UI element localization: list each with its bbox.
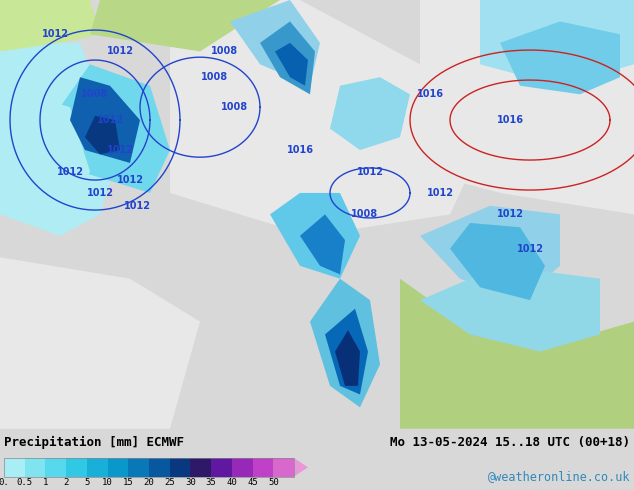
- Text: 1012: 1012: [117, 175, 143, 185]
- Polygon shape: [310, 279, 380, 407]
- Text: 1016: 1016: [496, 115, 524, 125]
- Text: @weatheronline.co.uk: @weatheronline.co.uk: [488, 469, 630, 483]
- Polygon shape: [60, 64, 170, 193]
- Bar: [46, 458, 66, 476]
- Text: 10: 10: [102, 478, 113, 487]
- Text: 1016: 1016: [287, 145, 313, 155]
- Text: 1012: 1012: [496, 209, 524, 220]
- Text: 30: 30: [185, 478, 196, 487]
- Text: 1012: 1012: [427, 188, 453, 198]
- Text: 1016: 1016: [417, 89, 444, 99]
- Text: 40: 40: [226, 478, 237, 487]
- Polygon shape: [230, 0, 320, 86]
- Bar: [25, 458, 46, 476]
- Polygon shape: [170, 0, 480, 236]
- Bar: [211, 458, 232, 476]
- Text: 1012: 1012: [124, 201, 150, 211]
- Polygon shape: [330, 77, 410, 150]
- Polygon shape: [0, 43, 120, 236]
- Text: 1008: 1008: [351, 209, 378, 220]
- Text: 15: 15: [123, 478, 134, 487]
- Polygon shape: [450, 223, 545, 300]
- Bar: [273, 458, 294, 476]
- Polygon shape: [300, 215, 345, 274]
- Text: 1008: 1008: [202, 72, 229, 82]
- Polygon shape: [325, 309, 368, 394]
- Text: 0.: 0.: [0, 478, 10, 487]
- Text: Mo 13-05-2024 15..18 UTC (00+18): Mo 13-05-2024 15..18 UTC (00+18): [390, 436, 630, 449]
- Polygon shape: [420, 266, 600, 352]
- Text: 0.5: 0.5: [16, 478, 33, 487]
- Polygon shape: [275, 43, 308, 86]
- Text: 1012: 1012: [517, 244, 543, 254]
- Text: 1012: 1012: [41, 29, 68, 39]
- Text: 1012: 1012: [107, 145, 134, 155]
- Text: 35: 35: [206, 478, 217, 487]
- Text: 1012: 1012: [56, 167, 84, 176]
- Text: 25: 25: [164, 478, 175, 487]
- Polygon shape: [270, 193, 360, 279]
- Text: 2: 2: [63, 478, 69, 487]
- Bar: [128, 458, 149, 476]
- Polygon shape: [294, 458, 308, 476]
- Text: 1012: 1012: [356, 167, 384, 176]
- Bar: [66, 458, 87, 476]
- Polygon shape: [480, 0, 634, 86]
- Polygon shape: [70, 77, 140, 163]
- Text: 45: 45: [247, 478, 258, 487]
- Text: Precipitation [mm] ECMWF: Precipitation [mm] ECMWF: [4, 436, 184, 449]
- Text: 1012: 1012: [96, 115, 124, 125]
- Text: 1008: 1008: [81, 89, 108, 99]
- Polygon shape: [420, 206, 560, 300]
- Text: 1008: 1008: [211, 47, 238, 56]
- Bar: [4, 458, 294, 476]
- Polygon shape: [90, 0, 280, 51]
- Text: 50: 50: [268, 478, 279, 487]
- Polygon shape: [400, 279, 634, 429]
- Text: 1012: 1012: [86, 188, 113, 198]
- Polygon shape: [0, 257, 200, 429]
- Text: 1: 1: [42, 478, 48, 487]
- Bar: [232, 458, 252, 476]
- Polygon shape: [0, 0, 100, 51]
- Text: 1008: 1008: [221, 102, 249, 112]
- Text: 1012: 1012: [107, 47, 134, 56]
- Bar: [149, 458, 170, 476]
- Bar: [170, 458, 190, 476]
- Bar: [87, 458, 108, 476]
- Polygon shape: [420, 0, 634, 215]
- Polygon shape: [500, 22, 620, 95]
- Polygon shape: [20, 95, 90, 215]
- Polygon shape: [260, 22, 315, 95]
- Text: 5: 5: [84, 478, 89, 487]
- Text: 20: 20: [144, 478, 154, 487]
- Polygon shape: [335, 330, 360, 386]
- Bar: [108, 458, 128, 476]
- Bar: [252, 458, 273, 476]
- Polygon shape: [85, 116, 120, 154]
- Bar: [4, 458, 25, 476]
- Bar: [190, 458, 211, 476]
